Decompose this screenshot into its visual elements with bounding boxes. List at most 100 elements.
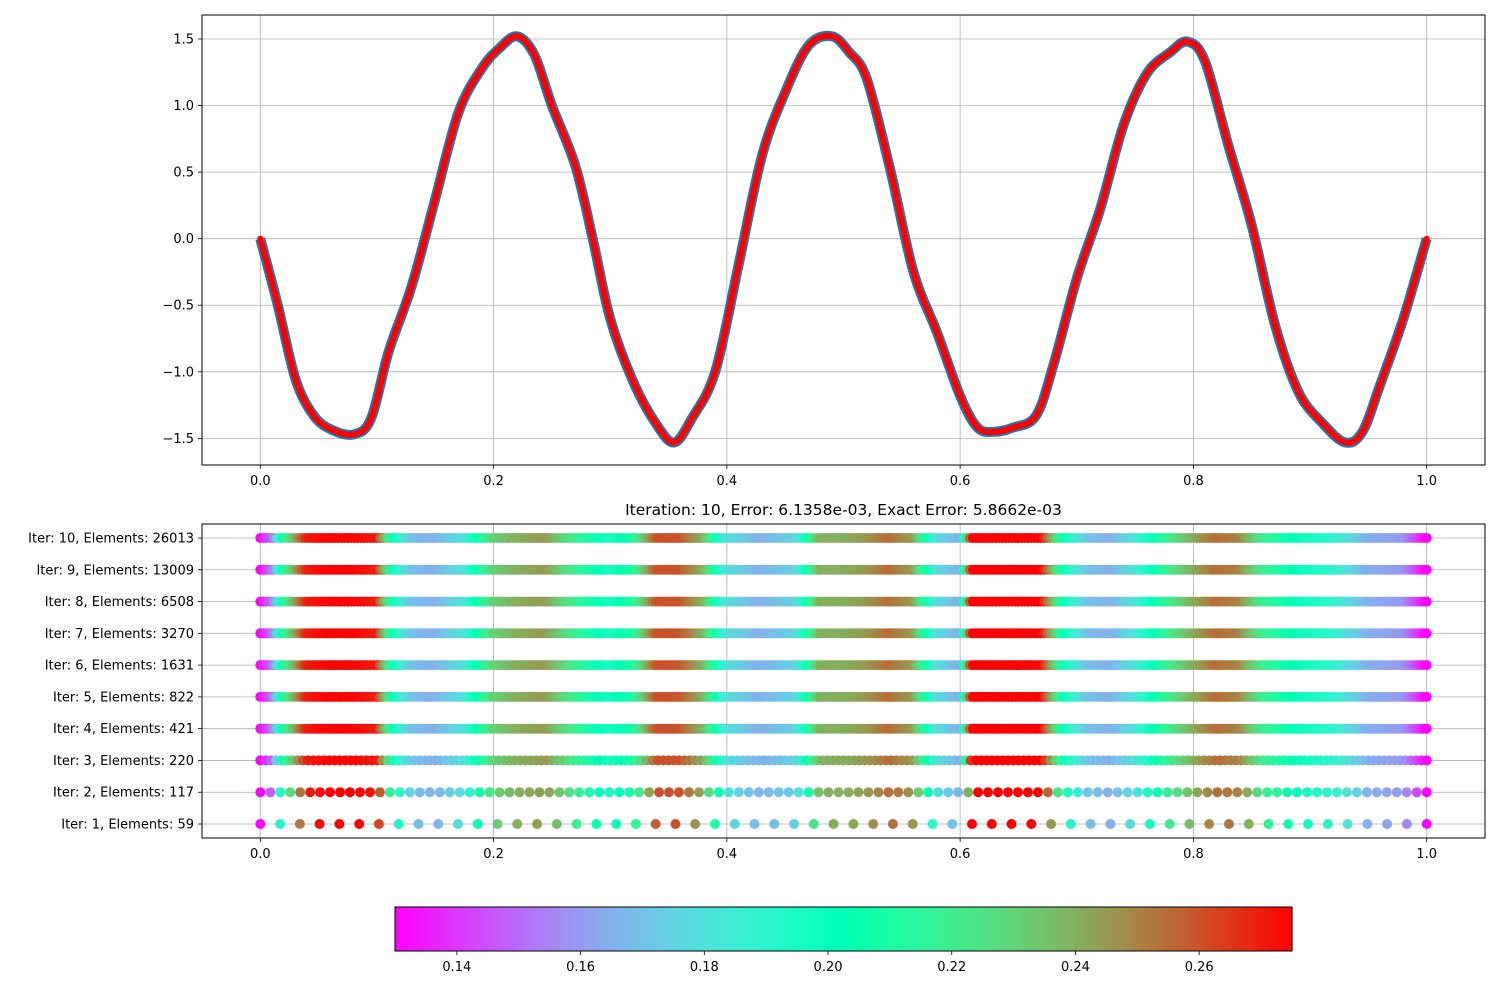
mesh-node-point	[907, 819, 918, 829]
mesh-node-point	[943, 787, 954, 798]
colorbar-segment	[1072, 907, 1078, 951]
colorbar-segment	[821, 907, 827, 951]
colorbar-segment	[637, 907, 643, 951]
mesh-node-point	[1322, 787, 1332, 798]
colorbar-tick-label: 0.16	[566, 960, 595, 975]
mesh-node-point	[1361, 787, 1372, 798]
mesh-node-point	[1421, 755, 1432, 766]
colorbar-segment	[910, 907, 916, 951]
mesh-node-point	[1362, 819, 1373, 829]
colorbar-segment	[1130, 907, 1136, 951]
colorbar-segment	[1274, 907, 1280, 951]
mesh-node-point	[574, 787, 585, 798]
mesh-node-point	[285, 787, 296, 798]
mesh-node-point	[512, 819, 523, 829]
colorbar-segment	[1013, 907, 1020, 951]
colorbar-segment	[717, 907, 723, 951]
mesh-node-point	[1282, 787, 1293, 798]
colorbar-tick-label: 0.22	[937, 960, 966, 975]
y-tick-label: −0.5	[162, 299, 194, 314]
mesh-node-point	[373, 819, 384, 829]
colorbar-segment	[870, 907, 876, 951]
mesh-node-point	[414, 787, 425, 798]
colorbar-segment	[937, 907, 943, 951]
mesh-node-point	[434, 787, 445, 798]
colorbar-segment	[466, 907, 472, 951]
mesh-node-point	[986, 819, 997, 829]
y-tick-label: 0.5	[173, 166, 194, 181]
mesh-node-point	[504, 787, 515, 798]
colorbar-segment	[852, 907, 858, 951]
x-tick-label: 0.0	[250, 847, 271, 862]
mesh-node-point	[710, 819, 720, 829]
mesh-node-point	[554, 787, 565, 798]
mesh-node-point	[650, 819, 661, 829]
colorbar-segment	[691, 907, 697, 951]
mesh-node-point	[947, 819, 958, 829]
mesh-node-point	[433, 819, 444, 829]
mesh-node-point	[1382, 819, 1393, 829]
colorbar-segment	[1211, 907, 1217, 951]
colorbar-segment	[888, 907, 894, 951]
colorbar-segment	[408, 907, 414, 951]
mesh-node-point	[967, 819, 977, 829]
colorbar-segment	[1247, 907, 1253, 951]
y-tick-label: 1.5	[173, 32, 194, 47]
mesh-node-point	[1421, 533, 1432, 543]
colorbar-segment	[924, 907, 930, 951]
mesh-node-point	[464, 787, 475, 798]
colorbar-segment	[1188, 907, 1194, 951]
mesh-node-point	[1391, 787, 1402, 798]
mesh-node-point	[674, 787, 684, 798]
colorbar-segment	[1054, 907, 1060, 951]
row-label: Iter: 10, Elements: 26013	[28, 532, 194, 547]
mesh-node-point	[1132, 787, 1143, 798]
chart-title: Iteration: 10, Error: 6.1358e-03, Exact …	[625, 501, 1062, 519]
mesh-node-point	[1381, 787, 1392, 798]
mesh-node-point	[684, 787, 694, 798]
mesh-node-point	[1042, 787, 1053, 798]
colorbar-segment	[1179, 907, 1185, 951]
colorbar-segment	[686, 907, 692, 951]
colorbar-segment	[596, 907, 602, 951]
colorbar-segment	[619, 907, 625, 951]
mesh-node-point	[1232, 787, 1243, 798]
colorbar-segment	[874, 907, 880, 951]
colorbar-segment	[1121, 907, 1127, 951]
colorbar-segment	[695, 907, 701, 951]
mesh-node-point	[664, 787, 674, 798]
row-label: Iter: 7, Elements: 3270	[45, 627, 194, 642]
colorbar-segment	[789, 907, 795, 951]
mesh-node-point	[808, 819, 819, 829]
colorbar-segment	[839, 907, 845, 951]
colorbar-segment	[439, 907, 445, 951]
colorbar-segment	[1090, 907, 1096, 951]
mesh-node-point	[1082, 787, 1093, 798]
colorbar-segment	[847, 907, 854, 951]
colorbar-segment	[1269, 907, 1275, 951]
mesh-node-point	[868, 819, 879, 829]
mesh-node-point	[893, 787, 904, 798]
mesh-node-point	[903, 787, 914, 798]
colorbar-segment	[713, 907, 719, 951]
colorbar-segment	[1045, 907, 1051, 951]
mesh-node-point	[1222, 787, 1233, 798]
row-label: Iter: 6, Elements: 1631	[45, 659, 194, 674]
colorbar-segment	[1112, 907, 1118, 951]
mesh-node-point	[1242, 787, 1253, 798]
colorbar-segment	[1148, 907, 1154, 951]
mesh-node-point	[564, 787, 575, 798]
mesh-node-point	[933, 787, 944, 798]
mesh-node-point	[803, 787, 814, 798]
line-chart: 0.0 0.2 0.4 0.6 0.8 1.0 −1.5 −1.0 −0.5 0.0 0.5 1.0 1…	[162, 14, 1486, 489]
mesh-node-point	[1252, 787, 1263, 798]
colorbar-segment	[1260, 907, 1266, 951]
mesh-node-point	[1144, 819, 1155, 829]
mesh-node-point	[1202, 787, 1213, 798]
x-tick-label: 1.0	[1416, 847, 1437, 862]
row-label: Iter: 5, Elements: 822	[53, 690, 194, 705]
mesh-node-point	[883, 787, 894, 798]
colorbar-segment	[1229, 907, 1235, 951]
mesh-node-point	[813, 787, 824, 798]
mesh-node-point	[1421, 723, 1432, 734]
